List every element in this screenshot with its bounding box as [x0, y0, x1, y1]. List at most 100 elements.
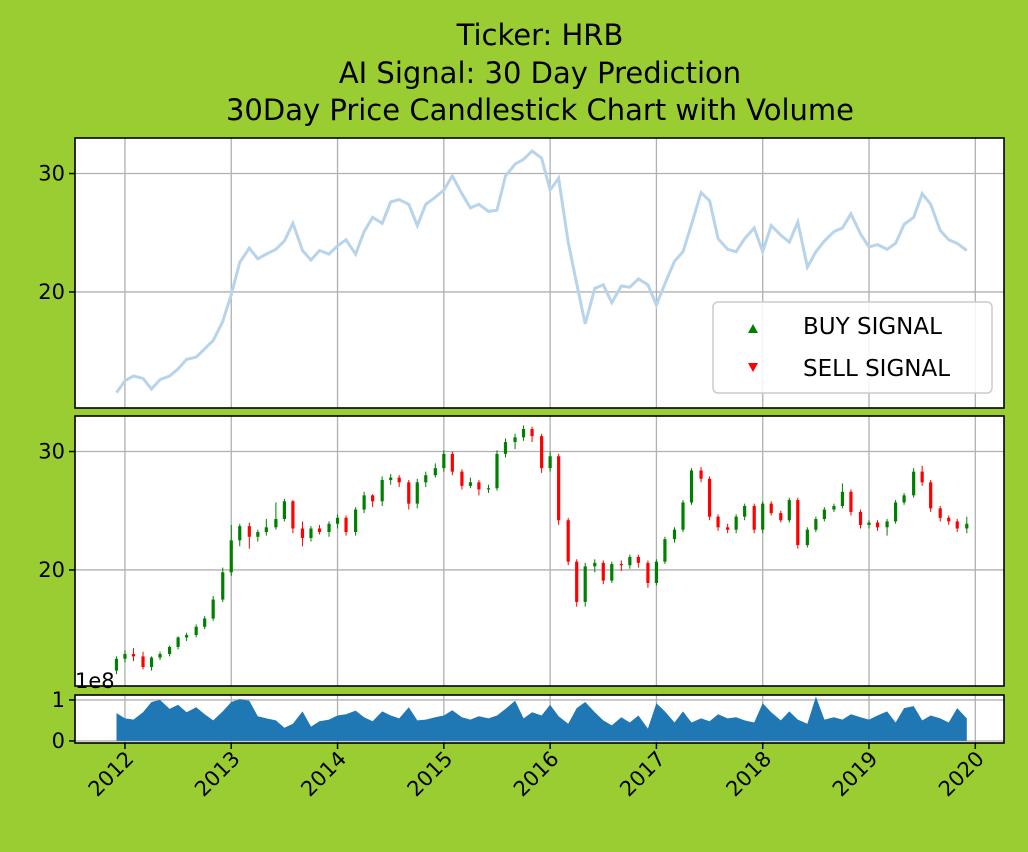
- candle-body: [663, 539, 667, 562]
- candle: [636, 554, 640, 568]
- candle: [247, 522, 251, 549]
- candle-body: [530, 429, 534, 437]
- candle-body: [726, 527, 730, 530]
- candle: [832, 503, 836, 512]
- candle: [646, 560, 650, 588]
- candle-body: [769, 503, 773, 514]
- signal-legend: BUY SIGNAL SELL SIGNAL: [712, 301, 993, 394]
- candle: [317, 524, 322, 535]
- chart-title-line-1: Ticker: HRB: [456, 18, 624, 52]
- candle: [362, 491, 366, 514]
- candle-body: [450, 453, 454, 472]
- candle: [672, 527, 677, 543]
- candle-body: [282, 501, 286, 520]
- candle-body: [141, 656, 145, 668]
- candle-body: [344, 517, 348, 533]
- candle: [752, 503, 756, 534]
- candle-body: [947, 517, 951, 522]
- candle-body: [203, 618, 207, 627]
- candle-body: [221, 572, 225, 600]
- candle-body: [734, 516, 738, 530]
- candle: [530, 426, 534, 443]
- candle: [389, 474, 393, 485]
- candle-body: [601, 562, 605, 581]
- candle-body: [354, 509, 358, 533]
- candle-body: [920, 471, 924, 483]
- candle: [371, 494, 375, 508]
- candle-body: [477, 482, 481, 490]
- candle-body: [264, 527, 268, 533]
- candle-body: [486, 488, 491, 490]
- candle-body: [300, 528, 305, 538]
- y-tick-label: 20: [38, 280, 65, 304]
- candle: [912, 468, 916, 498]
- candle: [327, 521, 331, 537]
- candle: [699, 466, 703, 483]
- candle: [256, 529, 260, 542]
- candle-body: [849, 491, 853, 512]
- y-tick-label: 20: [38, 558, 65, 582]
- candle: [344, 515, 348, 536]
- candle: [264, 519, 268, 536]
- candle: [309, 526, 313, 542]
- candle: [238, 523, 242, 547]
- candle: [335, 514, 340, 529]
- candle-body: [902, 495, 906, 503]
- candle-body: [707, 478, 712, 517]
- candle-body: [681, 502, 685, 530]
- candle-body: [965, 523, 969, 529]
- candlestick-panel-background: [75, 416, 1004, 686]
- candle: [628, 554, 632, 569]
- candle-body: [256, 532, 260, 537]
- candle: [920, 465, 924, 486]
- candle: [131, 648, 136, 662]
- candle-body: [628, 556, 632, 566]
- candlestick-panel-frame: [74, 415, 1005, 687]
- candle: [194, 624, 198, 638]
- candle: [965, 516, 969, 534]
- candle-body: [238, 526, 242, 541]
- candle-body: [912, 471, 916, 496]
- candle-body: [716, 516, 720, 528]
- candle: [566, 517, 570, 566]
- candle-body: [796, 500, 800, 546]
- candle: [229, 524, 233, 576]
- candle-body: [176, 637, 180, 647]
- volume-panel-y-ticks: 01: [52, 688, 75, 753]
- candle-body: [327, 523, 331, 533]
- candle-body: [743, 506, 747, 517]
- candle: [849, 489, 853, 516]
- candle: [415, 478, 419, 509]
- volume-panel-frame: [74, 694, 1005, 744]
- candle: [221, 567, 225, 602]
- candlestick-series: [114, 425, 969, 675]
- candle: [468, 477, 473, 489]
- candle-body: [168, 646, 172, 655]
- candle-body: [317, 528, 322, 533]
- candle-body: [495, 453, 499, 489]
- candle-body: [672, 529, 677, 540]
- candle: [407, 479, 411, 510]
- candle: [442, 450, 446, 472]
- candle-body: [123, 654, 127, 659]
- candle: [354, 507, 358, 536]
- candle: [716, 514, 720, 531]
- candle-body: [185, 635, 189, 638]
- candle: [141, 651, 145, 670]
- candle-body: [247, 526, 251, 537]
- candle-body: [858, 511, 863, 525]
- candle-body: [274, 519, 278, 528]
- candle-body: [460, 471, 464, 486]
- candle: [583, 562, 587, 607]
- candle: [282, 498, 286, 522]
- candle: [486, 484, 491, 493]
- candle-body: [805, 529, 809, 546]
- candle-body: [291, 501, 295, 529]
- y-tick-label: 30: [38, 440, 65, 464]
- candle: [176, 636, 180, 650]
- candle-body: [468, 482, 473, 486]
- chart-title-line-3: 30Day Price Candlestick Chart with Volum…: [226, 93, 854, 127]
